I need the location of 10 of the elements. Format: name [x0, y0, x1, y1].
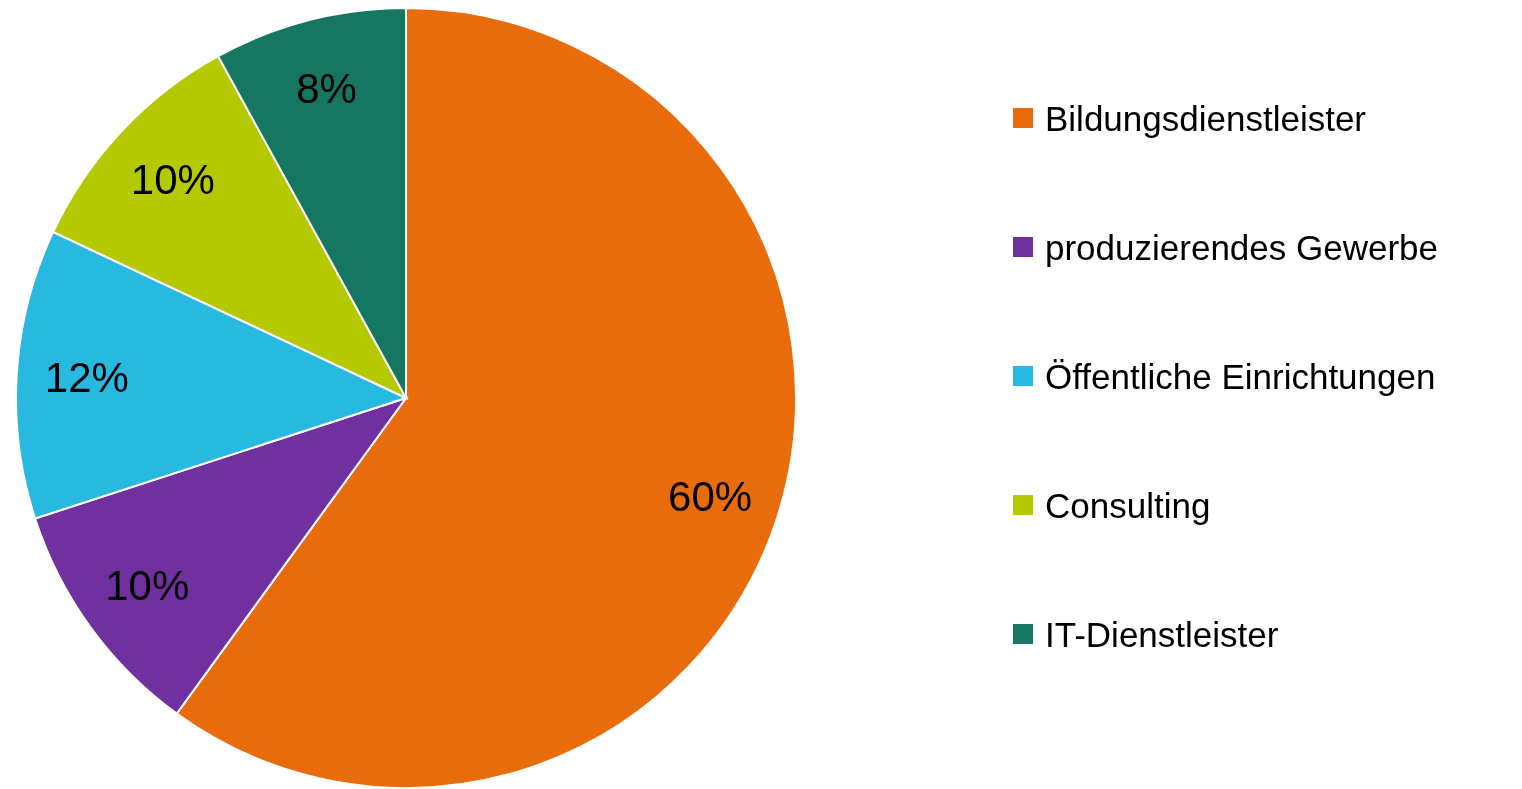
data-label: 60%	[668, 473, 753, 521]
data-label: 8%	[296, 64, 357, 112]
legend-label: Bildungsdienstleister	[1045, 98, 1367, 138]
legend-label: IT-Dienstleister	[1045, 614, 1279, 654]
legend-label: Öffentliche Einrichtungen	[1045, 356, 1436, 396]
legend-label: produzierendes Gewerbe	[1045, 227, 1439, 267]
data-label: 10%	[130, 155, 215, 203]
data-label: 10%	[105, 562, 190, 610]
data-label: 12%	[44, 354, 129, 402]
legend-label: Consulting	[1045, 485, 1211, 525]
